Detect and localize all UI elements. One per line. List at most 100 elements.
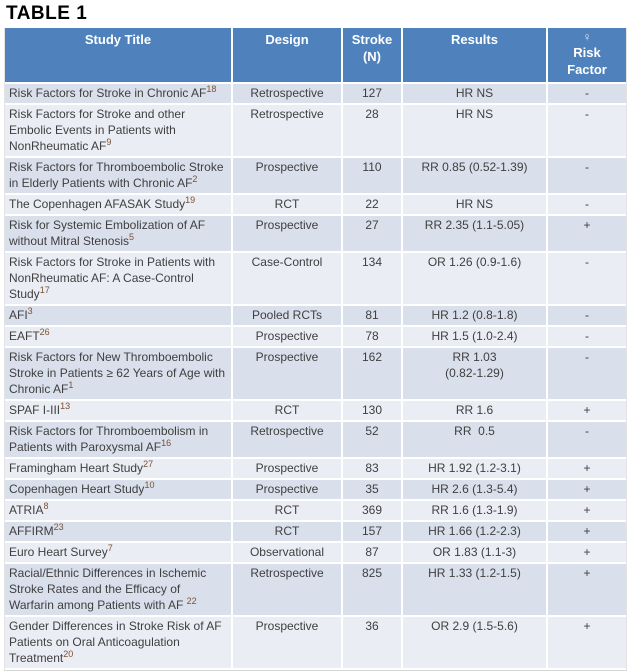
stroke-n-cell: 369 — [343, 501, 403, 522]
design-cell: RCT — [233, 501, 343, 522]
reference-superscript: 16 — [161, 438, 172, 448]
design-cell: Retrospective — [233, 422, 343, 459]
design-cell: Prospective — [233, 158, 343, 195]
study-title-cell: Risk Factors for New Thromboembolic Stro… — [5, 348, 233, 401]
reference-superscript: 7 — [107, 543, 113, 553]
stroke-n-cell: 83 — [343, 459, 403, 480]
study-title-cell: The Copenhagen AFASAK Study19 — [5, 195, 233, 216]
study-title-text: Risk Factors for New Thromboembolic Stro… — [9, 350, 226, 396]
reference-superscript: 13 — [60, 401, 71, 411]
stroke-n-cell: 78 — [343, 327, 403, 348]
design-cell: Observational — [233, 543, 343, 564]
column-header-results: Results — [403, 28, 548, 84]
study-title-text: Copenhagen Heart Study — [9, 482, 145, 496]
risk-factor-cell: + — [548, 543, 626, 564]
design-cell: Retrospective — [233, 105, 343, 158]
study-title-cell: Framingham Heart Study27 — [5, 459, 233, 480]
study-title-text: Racial/Ethnic Differences in Ischemic St… — [9, 566, 207, 612]
study-title-cell: SPAF I-III13 — [5, 401, 233, 422]
risk-factor-cell: - — [548, 327, 626, 348]
design-cell: Prospective — [233, 459, 343, 480]
results-cell: RR 0.5 — [403, 422, 548, 459]
stroke-n-cell: 157 — [343, 522, 403, 543]
results-line1: RR 2.35 (1.1-5.05) — [424, 218, 525, 232]
study-title-cell: Euro Heart Survey7 — [5, 543, 233, 564]
study-title-text: AFFIRM — [9, 524, 54, 538]
study-title-cell: Risk Factors for Stroke in Chronic AF18 — [5, 84, 233, 105]
results-cell: HR 1.33 (1.2-1.5) — [403, 564, 548, 617]
results-cell: OR 1.83 (1.1-3) — [403, 543, 548, 564]
design-cell: Case-Control — [233, 253, 343, 306]
results-cell: HR NS — [403, 195, 548, 216]
reference-superscript: 27 — [143, 459, 154, 469]
results-cell: HR NS — [403, 105, 548, 158]
results-cell: HR 1.2 (0.8-1.8) — [403, 306, 548, 327]
study-title-text: Framingham Heart Study — [9, 461, 144, 475]
results-cell: RR 1.6 — [403, 401, 548, 422]
study-title-cell: Risk Factors for Thromboembolism in Pati… — [5, 422, 233, 459]
design-cell: Pooled RCTs — [233, 306, 343, 327]
column-header-risk-factor: ♀ Risk Factor — [548, 28, 626, 84]
design-cell: RCT — [233, 195, 343, 216]
results-line1: RR 1.6 (1.3-1.9) — [431, 503, 518, 517]
risk-factor-cell: + — [548, 617, 626, 670]
risk-factor-cell: + — [548, 401, 626, 422]
table-row: AFI3 Pooled RCTs 81 HR 1.2 (0.8-1.8) - — [5, 306, 626, 327]
reference-superscript: 22 — [186, 596, 197, 606]
stroke-n-cell: 130 — [343, 401, 403, 422]
table-row: Copenhagen Heart Study10 Prospective 35 … — [5, 480, 626, 501]
results-cell: HR 1.66 (1.2-2.3) — [403, 522, 548, 543]
risk-factor-cell: - — [548, 158, 626, 195]
study-title-text: The Copenhagen AFASAK Study — [9, 197, 186, 211]
design-cell: Prospective — [233, 327, 343, 348]
column-header-risk-factor-label: Risk Factor — [567, 45, 607, 77]
table-row: Risk Factors for New Thromboembolic Stro… — [5, 348, 626, 401]
risk-factor-cell: - — [548, 348, 626, 401]
reference-superscript: 2 — [192, 174, 198, 184]
study-title-cell: Risk Factors for Stroke and other Emboli… — [5, 105, 233, 158]
results-line1: HR NS — [455, 86, 494, 100]
results-line1: RR 0.5 — [454, 424, 495, 438]
reference-superscript: 19 — [185, 195, 196, 205]
study-title-cell: Risk Factors for Thromboembolic Stroke i… — [5, 158, 233, 195]
table-row: EAFT26 Prospective 78 HR 1.5 (1.0-2.4) - — [5, 327, 626, 348]
risk-factor-cell: + — [548, 501, 626, 522]
table-row: Racial/Ethnic Differences in Ischemic St… — [5, 564, 626, 617]
results-cell: RR 0.85 (0.52-1.39) — [403, 158, 548, 195]
table-title: TABLE 1 — [6, 3, 88, 24]
study-title-cell: AFFIRM23 — [5, 522, 233, 543]
reference-superscript: 3 — [27, 306, 33, 316]
design-cell: Prospective — [233, 617, 343, 670]
stroke-n-cell: 110 — [343, 158, 403, 195]
risk-factor-cell: - — [548, 422, 626, 459]
table-row: Risk Factors for Stroke in Patients with… — [5, 253, 626, 306]
stroke-n-cell: 87 — [343, 543, 403, 564]
risk-factor-cell: + — [548, 480, 626, 501]
table-row: The Copenhagen AFASAK Study19 RCT 22 HR … — [5, 195, 626, 216]
study-title-text: Euro Heart Survey — [9, 545, 108, 559]
stroke-n-cell: 81 — [343, 306, 403, 327]
study-table: Study Title Design Stroke (N) Results ♀ R… — [4, 28, 627, 671]
results-line1: RR 0.85 (0.52-1.39) — [421, 160, 528, 174]
table-row: Risk Factors for Stroke in Chronic AF18 … — [5, 84, 626, 105]
study-title-cell: Racial/Ethnic Differences in Ischemic St… — [5, 564, 233, 617]
study-title-text: ATRIA — [9, 503, 44, 517]
risk-factor-cell: - — [548, 253, 626, 306]
design-cell: RCT — [233, 401, 343, 422]
reference-superscript: 26 — [39, 327, 50, 337]
stroke-n-cell: 35 — [343, 480, 403, 501]
study-title-text: SPAF I-III — [9, 403, 61, 417]
stroke-n-cell: 127 — [343, 84, 403, 105]
column-header-study-title: Study Title — [5, 28, 233, 84]
design-cell: Prospective — [233, 480, 343, 501]
risk-factor-cell: - — [548, 306, 626, 327]
reference-superscript: 1 — [68, 380, 74, 390]
design-cell: RCT — [233, 522, 343, 543]
stroke-n-cell: 22 — [343, 195, 403, 216]
table-header: Study Title Design Stroke (N) Results ♀ R… — [5, 28, 626, 84]
results-line1: HR 1.33 (1.2-1.5) — [428, 566, 521, 580]
results-cell: RR 2.35 (1.1-5.05) — [403, 216, 548, 253]
study-title-cell: EAFT26 — [5, 327, 233, 348]
study-title-text: Risk Factors for Stroke and other Emboli… — [9, 107, 186, 153]
